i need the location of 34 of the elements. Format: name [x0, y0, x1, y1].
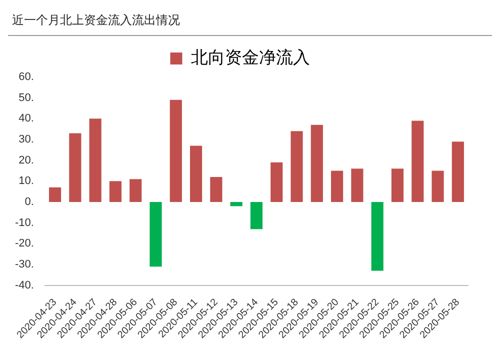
bar — [412, 120, 424, 202]
y-tick-label: -10. — [14, 216, 34, 229]
bar — [230, 202, 242, 206]
bar — [210, 177, 222, 202]
bar — [391, 168, 404, 202]
bar — [290, 131, 303, 202]
bar — [170, 100, 182, 202]
legend-label: 北向资金净流入 — [190, 48, 310, 68]
bar — [371, 202, 384, 271]
bar — [69, 133, 82, 202]
y-tick-label: 50. — [18, 92, 34, 104]
y-tick-label: 40. — [18, 112, 34, 125]
bar — [89, 118, 102, 202]
y-tick-label: 10. — [18, 175, 34, 188]
bar — [432, 170, 444, 202]
y-tick-label: 20. — [18, 154, 34, 166]
bar — [310, 124, 323, 202]
bar — [351, 168, 364, 202]
y-tick-label: -30. — [14, 258, 34, 271]
bar — [250, 202, 263, 230]
chart-title: 近一个月北上资金流入流出情况 — [8, 8, 492, 36]
bar — [48, 187, 62, 202]
y-tick-label: -40. — [14, 279, 34, 292]
bar — [331, 170, 344, 202]
bar — [150, 202, 162, 267]
bar — [190, 146, 202, 202]
y-tick-label: 60. — [18, 71, 34, 84]
y-tick-label: 30. — [18, 134, 34, 146]
bar — [109, 181, 122, 202]
bar — [270, 162, 283, 202]
y-tick-label: -20. — [14, 238, 34, 250]
y-tick-label: 0. — [24, 196, 34, 208]
bar — [452, 142, 464, 202]
bar — [130, 179, 142, 202]
